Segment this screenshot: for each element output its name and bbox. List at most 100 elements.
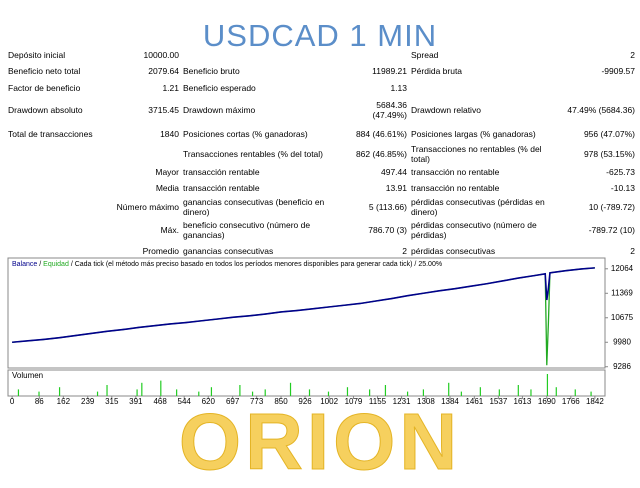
- x-tick-label: 1842: [586, 397, 604, 406]
- table-row: Beneficio neto total 2079.64 Beneficio bru…: [6, 63, 637, 79]
- table-cell: 47.49% (5684.36): [567, 105, 635, 115]
- table-cell: beneficio consecutivo (número de gananci…: [183, 220, 311, 240]
- series-line: [12, 267, 595, 344]
- x-tick-label: 926: [298, 397, 312, 406]
- table-cell: Beneficio bruto: [183, 66, 240, 76]
- legend-note: Cada tick (el método más preciso basado …: [75, 261, 413, 268]
- table-cell: Factor de beneficio: [8, 82, 81, 93]
- x-tick-label: 773: [250, 397, 264, 406]
- table-row: Drawdown absoluto 3715.45 Drawdown máximo 5…: [6, 96, 637, 124]
- table-cell: Media: [155, 183, 179, 193]
- table-cell: 10 (-789.72): [588, 202, 635, 212]
- x-tick-label: 1613: [514, 397, 532, 406]
- table-cell: Pérdida bruta: [411, 66, 463, 76]
- legend-balance: Balance: [12, 261, 37, 268]
- table-cell: [561, 79, 637, 96]
- table-row: Máx. beneficio consecutivo (número de gan…: [6, 218, 637, 242]
- table-cell: Número máximo: [116, 202, 179, 212]
- x-tick-label: 162: [57, 397, 71, 406]
- x-tick-label: 239: [81, 397, 95, 406]
- table-cell: Beneficio esperado: [183, 82, 256, 93]
- table-row: Número máximo ganancias consecutivas (ben…: [6, 196, 637, 218]
- table-cell: 2: [402, 246, 407, 256]
- legend-quality: 25.00%: [418, 261, 442, 268]
- table-cell: 11989.21: [372, 66, 407, 76]
- x-tick-label: 697: [226, 397, 240, 406]
- table-cell: pérdidas consecutivas (pérdidas en diner…: [411, 197, 545, 217]
- table-row: Total de transacciones 1840 Posiciones cor…: [6, 124, 637, 144]
- y-tick-label: 10675: [611, 313, 634, 322]
- table-row: Media transacción rentable 13.91 transacció…: [6, 180, 637, 196]
- table-cell: Depósito inicial: [8, 49, 66, 60]
- x-tick-label: 1308: [417, 397, 435, 406]
- table-cell: Promedio: [142, 246, 179, 256]
- table-cell: ganancias consecutivas (beneficio en din…: [183, 197, 325, 217]
- table-cell: 3715.45: [148, 105, 179, 115]
- table-cell: Beneficio neto total: [8, 66, 81, 76]
- table-cell: 5 (113.66): [368, 202, 407, 212]
- volume-label: Volumen: [12, 371, 43, 380]
- y-tick-label: 12064: [611, 264, 634, 273]
- legend-equity: Equidad: [43, 261, 69, 268]
- table-cell: Transacciones rentables (% del total): [183, 149, 324, 159]
- table-cell: 497.44: [381, 167, 407, 177]
- table-cell: 978 (53.15%): [583, 149, 635, 159]
- table-cell: 13.91: [385, 183, 407, 193]
- x-tick-label: 1690: [538, 397, 556, 406]
- table-cell: Drawdown absoluto: [8, 105, 83, 115]
- table-cell: 1.13: [390, 82, 407, 93]
- legend-separator: /: [71, 261, 73, 268]
- table-cell: 786.70 (3): [368, 225, 407, 235]
- report-title: USDCAD 1 MIN: [202, 18, 438, 53]
- x-tick-label: 1079: [345, 397, 363, 406]
- table-cell: 2: [630, 246, 635, 256]
- table-row: Factor de beneficio 1.21 Beneficio esperad…: [6, 79, 637, 96]
- plot-frame: [7, 257, 606, 369]
- table-cell: Transacciones no rentables (% del total): [411, 144, 542, 164]
- table-cell: 2079.64: [148, 66, 179, 76]
- table-cell: Máx.: [160, 225, 179, 235]
- table-cell: 5684.36 (47.49%): [372, 100, 408, 120]
- x-tick-label: 391: [129, 397, 143, 406]
- table-cell: Spread: [411, 49, 439, 60]
- table-cell: [6, 144, 126, 164]
- table-cell: [181, 46, 339, 63]
- table-cell: 1840: [160, 129, 179, 139]
- legend-separator: /: [414, 261, 416, 268]
- table-row: Transacciones rentables (% del total) 862…: [6, 144, 637, 164]
- y-tick-label: 9286: [613, 362, 631, 371]
- table-cell: 1.21: [162, 82, 179, 93]
- x-tick-label: 850: [274, 397, 288, 406]
- table-cell: [126, 144, 181, 164]
- x-tick-label: 1155: [369, 397, 387, 406]
- table-cell: pérdidas consecutivas: [411, 246, 496, 256]
- x-tick-label: 1537: [489, 397, 507, 406]
- x-tick-label: 315: [105, 397, 119, 406]
- x-tick-label: 1384: [441, 397, 459, 406]
- table-cell: Total de transacciones: [8, 129, 93, 139]
- table-cell: ganancias consecutivas: [183, 246, 274, 256]
- x-tick-label: 468: [153, 397, 167, 406]
- table-cell: transacción rentable: [183, 183, 260, 193]
- brand-logo: ORION: [178, 397, 462, 487]
- table-cell: transacción no rentable: [411, 167, 500, 177]
- table-cell: 956 (47.07%): [583, 129, 635, 139]
- x-tick-label: 86: [35, 397, 44, 406]
- x-tick-label: 1766: [562, 397, 580, 406]
- y-tick-label: 9980: [613, 337, 631, 346]
- table-cell: transacción no rentable: [411, 183, 500, 193]
- stats-table: Depósito inicial 10000.00 Spread 2 Beneficio…: [6, 46, 637, 260]
- table-cell: transacción rentable: [183, 167, 260, 177]
- table-cell: -625.73: [606, 167, 635, 177]
- table-cell: -9909.57: [601, 66, 635, 76]
- y-tick-label: 11369: [611, 288, 633, 297]
- x-tick-label: 620: [202, 397, 216, 406]
- table-cell: [339, 46, 409, 63]
- x-tick-label: 1231: [393, 397, 411, 406]
- table-cell: 2: [630, 49, 635, 60]
- table-cell: Mayor: [155, 167, 179, 177]
- table-cell: Posiciones cortas (% ganadoras): [183, 129, 308, 139]
- x-tick-label: 1002: [320, 397, 338, 406]
- table-cell: -789.72 (10): [588, 225, 635, 235]
